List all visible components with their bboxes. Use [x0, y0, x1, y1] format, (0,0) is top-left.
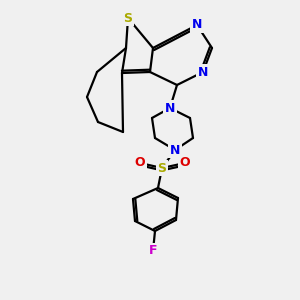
Text: N: N	[192, 19, 202, 32]
Text: S: S	[158, 161, 166, 175]
Text: N: N	[170, 143, 180, 157]
Text: O: O	[180, 157, 190, 169]
Text: O: O	[135, 157, 145, 169]
Text: N: N	[198, 65, 208, 79]
Text: N: N	[165, 101, 175, 115]
Text: F: F	[149, 244, 157, 257]
Text: S: S	[124, 11, 133, 25]
